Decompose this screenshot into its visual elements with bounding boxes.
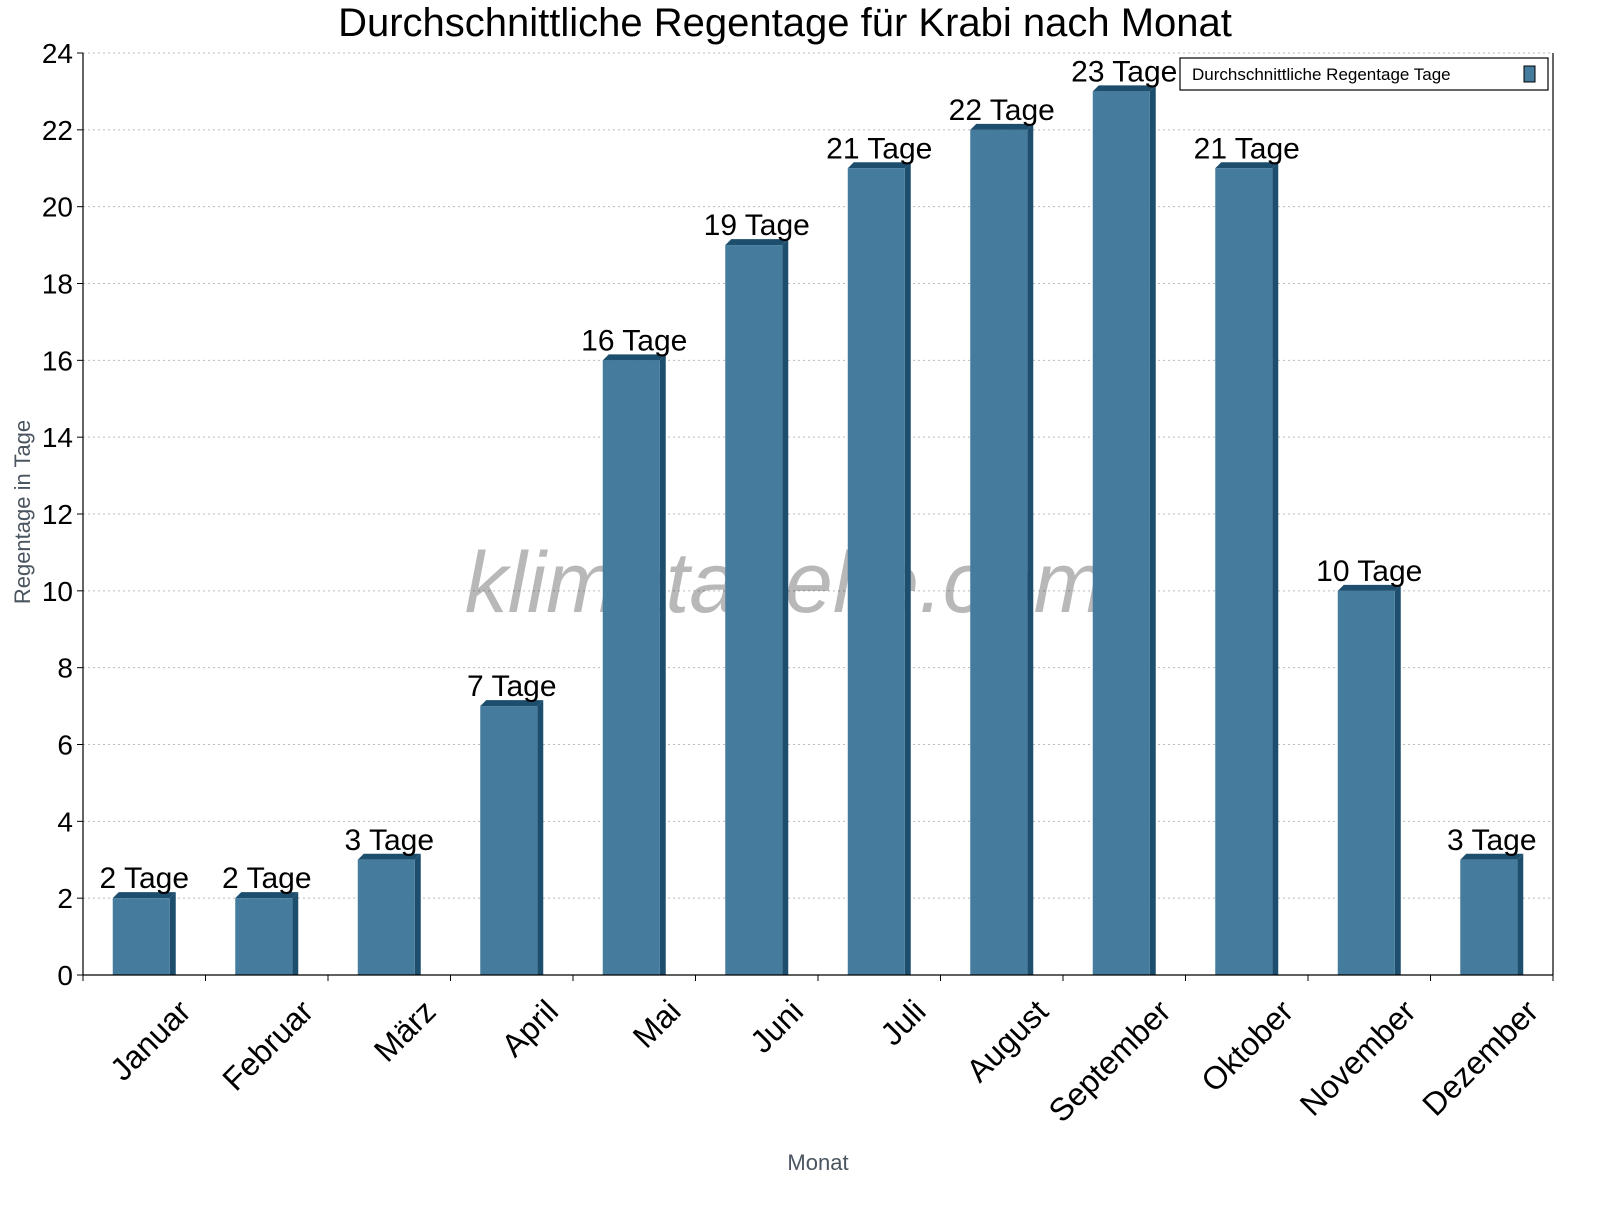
bar xyxy=(602,360,660,975)
bar-side xyxy=(1272,162,1279,975)
y-tick-label: 20 xyxy=(42,192,73,223)
y-tick-label: 12 xyxy=(42,499,73,530)
bar-top xyxy=(235,892,299,899)
bar-group: 3 Tage xyxy=(344,824,434,975)
y-tick-label: 4 xyxy=(57,806,73,837)
data-label: 19 Tage xyxy=(704,209,810,242)
data-label: 21 Tage xyxy=(1194,132,1300,165)
x-tick-label: Dezember xyxy=(1415,993,1545,1123)
x-tick-label: August xyxy=(959,993,1055,1089)
bar-side xyxy=(169,892,176,975)
bar-top xyxy=(725,239,789,246)
bar-side xyxy=(414,853,421,975)
data-label: 7 Tage xyxy=(467,670,557,703)
data-label: 23 Tage xyxy=(1071,55,1177,88)
bar-top xyxy=(970,123,1034,130)
bar-group: 2 Tage xyxy=(99,862,189,975)
data-label: 3 Tage xyxy=(344,824,434,857)
y-axis-label: Regentage in Tage xyxy=(10,420,35,604)
bar-side xyxy=(1517,853,1524,975)
bar-group: 10 Tage xyxy=(1316,555,1422,975)
bar-top xyxy=(1460,853,1524,860)
bar-top xyxy=(1092,85,1156,92)
x-axis-label: Monat xyxy=(787,1150,848,1175)
x-tick-label: Juni xyxy=(743,993,810,1060)
bar-group: 2 Tage xyxy=(222,862,312,975)
x-tick-label: Mai xyxy=(626,993,688,1055)
x-tick-label: Juli xyxy=(873,993,932,1052)
bar-side xyxy=(1149,85,1156,975)
data-label: 3 Tage xyxy=(1447,824,1537,857)
legend-box xyxy=(1179,57,1549,91)
bar-group: 21 Tage xyxy=(1194,132,1300,975)
bar-top xyxy=(602,354,666,361)
y-tick-label: 2 xyxy=(57,883,73,914)
bar-side xyxy=(659,354,666,975)
data-label: 21 Tage xyxy=(826,132,932,165)
bar-top xyxy=(112,892,176,899)
bar-top xyxy=(357,853,421,860)
bars: 2 Tage 2 Tage 3 Tage 7 Tage 16 Tage 19 Tage 21… xyxy=(99,55,1537,976)
data-label: 2 Tage xyxy=(222,862,312,895)
y-tick-label: 6 xyxy=(57,730,73,761)
bar-group: 21 Tage xyxy=(826,132,932,975)
x-tick-label: Januar xyxy=(103,993,198,1088)
bar xyxy=(847,168,905,975)
bar-top xyxy=(480,700,544,707)
y-tick-label: 8 xyxy=(57,653,73,684)
bar-side xyxy=(537,700,544,975)
bar xyxy=(112,898,170,975)
legend: Durchschnittliche Regentage Tage xyxy=(1179,57,1549,91)
bar xyxy=(480,706,538,975)
data-label: 16 Tage xyxy=(581,324,687,357)
bar-group: 23 Tage xyxy=(1071,55,1177,975)
bar xyxy=(1460,859,1518,975)
y-tick-label: 14 xyxy=(42,422,73,453)
y-tick-label: 22 xyxy=(42,115,73,146)
chart-title: Durchschnittliche Regentage für Krabi na… xyxy=(338,1,1232,45)
bar-group: 3 Tage xyxy=(1447,824,1537,975)
bar-top xyxy=(1215,162,1279,169)
x-tick-label: Februar xyxy=(215,993,320,1098)
bar-group: 7 Tage xyxy=(467,670,557,975)
y-tick-label: 10 xyxy=(42,576,73,607)
x-tick-label: April xyxy=(494,993,565,1064)
bar-group: 22 Tage xyxy=(949,94,1055,976)
bar xyxy=(357,859,415,975)
data-label: 22 Tage xyxy=(949,94,1055,127)
x-tick-label: September xyxy=(1041,993,1177,1129)
data-label: 10 Tage xyxy=(1316,555,1422,588)
bar-side xyxy=(1027,123,1034,976)
bar-top xyxy=(847,162,911,169)
legend-label: Durchschnittliche Regentage Tage xyxy=(1192,65,1451,84)
bar xyxy=(1215,168,1273,975)
bar-side xyxy=(782,239,789,976)
bar-side xyxy=(904,162,911,975)
bar-side xyxy=(1394,584,1401,975)
bar-group: 16 Tage xyxy=(581,324,687,975)
bar xyxy=(1337,590,1395,975)
bar xyxy=(1092,91,1150,975)
data-label: 2 Tage xyxy=(99,862,189,895)
y-tick-label: 18 xyxy=(42,269,73,300)
x-tick-label: Oktober xyxy=(1194,993,1300,1099)
y-tick-label: 24 xyxy=(42,38,73,69)
x-tick-label: November xyxy=(1293,993,1423,1123)
bar xyxy=(970,129,1028,976)
gridlines xyxy=(83,52,1553,899)
x-tick-label: März xyxy=(367,993,443,1069)
bar-top xyxy=(1337,584,1401,591)
bar-side xyxy=(292,892,299,975)
y-tick-label: 16 xyxy=(42,345,73,376)
bar xyxy=(725,245,783,976)
legend-swatch xyxy=(1523,65,1536,83)
bar xyxy=(235,898,293,975)
bar-group: 19 Tage xyxy=(704,209,810,976)
y-tick-label: 0 xyxy=(57,960,73,991)
